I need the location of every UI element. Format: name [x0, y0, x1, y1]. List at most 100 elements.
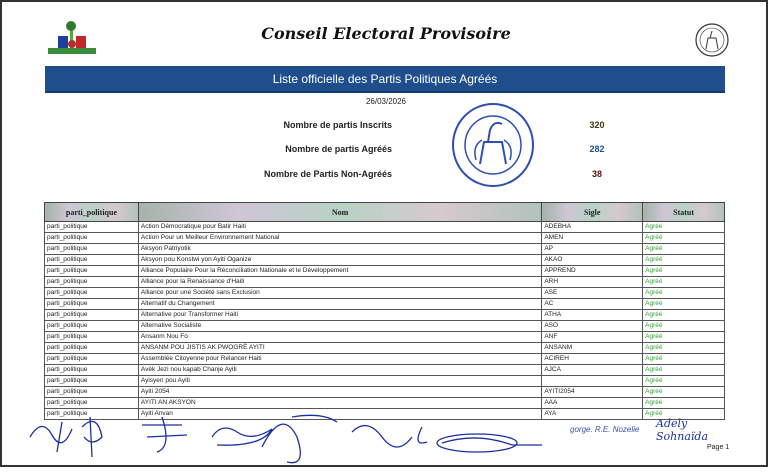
cell-sigle: ATHA [541, 309, 644, 321]
table-row: parti_politique Alliance pour la Renaissa… [44, 276, 725, 288]
column-header-statut: Statut [642, 202, 725, 222]
cell-statut: Agréé [642, 298, 725, 310]
cell-statut: Agréé [642, 254, 725, 266]
cell-statut: Agréé [642, 353, 725, 365]
table-row: parti_politique Assemblée Citoyenne pour … [44, 353, 725, 365]
cell-sigle: AKAO [541, 254, 644, 266]
table-row: parti_politique Ayisyen pou Ayiti Agréé [44, 375, 725, 387]
cell-nom: Alliance pour une Société sans Exclusion [137, 287, 543, 299]
document-title: Conseil Electoral Provisoire [261, 24, 511, 43]
cell-nom: Alternative pour Transformer Haiti [137, 309, 543, 321]
column-header-nom: Nom [137, 202, 543, 222]
cell-parti: parti_politique [44, 287, 139, 299]
stat-value-inscrits: 320 [589, 120, 605, 130]
stat-value-non-agrees: 38 [591, 169, 602, 179]
table-row: parti_politique Ayiti Anvan AYA Agréé [44, 408, 725, 420]
signature-small: gorge. R.E. Nozelie [570, 425, 640, 434]
cell-sigle: ANF [541, 331, 644, 343]
cell-parti: parti_politique [44, 232, 139, 244]
list-banner: Liste officielle des Partis Politiques A… [45, 66, 725, 93]
table-row: parti_politique Aksyon Patriyotik AP Agréé [44, 243, 725, 255]
cell-sigle: ARH [541, 276, 644, 288]
cell-statut: Agréé [642, 408, 725, 420]
signatures: Adely Sohnaïda gorge. R.E. Nozelie [22, 407, 712, 469]
cell-nom: Action Pour un Meilleur Environnement Na… [137, 232, 543, 244]
cell-statut: Agréé [642, 276, 725, 288]
cell-parti: parti_politique [44, 265, 139, 277]
cell-parti: parti_politique [44, 254, 139, 266]
table-row: parti_politique Avèk Jezi nou kapab Chanj… [44, 364, 725, 376]
cell-parti: parti_politique [44, 386, 139, 398]
cell-parti: parti_politique [44, 342, 139, 354]
cell-nom: ANSANM POU JISTIS AK PWOGRÈ AYITI [137, 342, 543, 354]
cell-statut: Agréé [642, 364, 725, 376]
cell-nom: Alliance pour la Renaissance d'Haiti [137, 276, 543, 288]
cell-parti: parti_politique [44, 364, 139, 376]
official-stamp [450, 102, 536, 188]
haiti-coat-of-arms-logo [46, 20, 98, 56]
cell-sigle: ACIREH [541, 353, 644, 365]
cell-parti: parti_politique [44, 243, 139, 255]
signature-name: Adely Sohnaïda [656, 417, 709, 443]
cell-statut: Agréé [642, 243, 725, 255]
cell-parti: parti_politique [44, 276, 139, 288]
cell-sigle: AJCA [541, 364, 644, 376]
cep-seal-logo [694, 22, 730, 58]
cell-nom: Aksyon Patriyotik [137, 243, 543, 255]
cell-parti: parti_politique [44, 309, 139, 321]
column-header-parti: parti_politique [44, 202, 139, 222]
table-row: parti_politique Alternatif du Changement A… [44, 298, 725, 310]
cell-nom: Alliance Populaire Pour la Réconciliatio… [137, 265, 543, 277]
stat-label-inscrits: Nombre de partis Inscrits [283, 120, 392, 130]
cell-statut: Agréé [642, 232, 725, 244]
cell-statut: Agréé [642, 375, 725, 387]
table-row: parti_politique Action Démocratique pour … [44, 221, 725, 233]
column-header-sigle: Sigle [541, 202, 644, 222]
cell-statut: Agréé [642, 320, 725, 332]
table-row: parti_politique Ayiti 2054 AYITI2054 Agréé [44, 386, 725, 398]
cell-nom: Aksyon pou Konstwi yon Ayiti Oganize [137, 254, 543, 266]
cell-sigle: AYITI2054 [541, 386, 644, 398]
cell-sigle: ASE [541, 287, 644, 299]
table-row: parti_politique Ansanm Nou Fò ANF Agréé [44, 331, 725, 343]
cell-nom: Ayiti Anvan [137, 408, 543, 420]
cell-statut: Agréé [642, 265, 725, 277]
table-row: parti_politique Alliance Populaire Pour l… [44, 265, 725, 277]
cell-nom: Avèk Jezi nou kapab Chanje Ayiti [137, 364, 543, 376]
stat-label-agrees: Nombre de partis Agréés [285, 144, 392, 154]
cell-parti: parti_politique [44, 353, 139, 365]
stat-label-non-agrees: Nombre de Partis Non-Agréés [263, 169, 392, 179]
cell-statut: Agréé [642, 309, 725, 321]
cell-nom: Ayiti 2054 [137, 386, 543, 398]
cell-statut: Agréé [642, 221, 725, 233]
stat-value-agrees: 282 [589, 144, 605, 154]
table-row: parti_politique ANSANM POU JISTIS AK PWOG… [44, 342, 725, 354]
cell-nom: Alternatif du Changement [137, 298, 543, 310]
table-row: parti_politique Alliance pour une Société… [44, 287, 725, 299]
cell-sigle: ANSANM [541, 342, 644, 354]
cell-parti: parti_politique [44, 375, 139, 387]
cell-statut: Agréé [642, 386, 725, 398]
cell-parti: parti_politique [44, 298, 139, 310]
cell-sigle: APPREND [541, 265, 644, 277]
cell-sigle: ADEBHA [541, 221, 644, 233]
table-row: parti_politique Alternative pour Transfor… [44, 309, 725, 321]
cell-sigle: AMEN [541, 232, 644, 244]
cell-statut: Agréé [642, 287, 725, 299]
cell-parti: parti_politique [44, 408, 139, 420]
cell-statut: Agréé [642, 342, 725, 354]
table-row: parti_politique Alternative Socialiste ASO… [44, 320, 725, 332]
table-row: parti_politique Aksyon pou Konstwi yon Ay… [44, 254, 725, 266]
document-date: 26/03/2026 [365, 97, 407, 106]
parties-table: parti_politique Nom Sigle Statut parti_p… [44, 202, 725, 420]
cell-sigle: AC [541, 298, 644, 310]
cell-sigle: ASO [541, 320, 644, 332]
cell-nom: Action Démocratique pour Batir Haiti [137, 221, 543, 233]
cell-parti: parti_politique [44, 221, 139, 233]
cell-nom: Alternative Socialiste [137, 320, 543, 332]
cell-parti: parti_politique [44, 331, 139, 343]
cell-nom: Ayisyen pou Ayiti [137, 375, 543, 387]
cell-sigle [541, 375, 644, 387]
cell-sigle: AP [541, 243, 644, 255]
cell-nom: Ansanm Nou Fò [137, 331, 543, 343]
